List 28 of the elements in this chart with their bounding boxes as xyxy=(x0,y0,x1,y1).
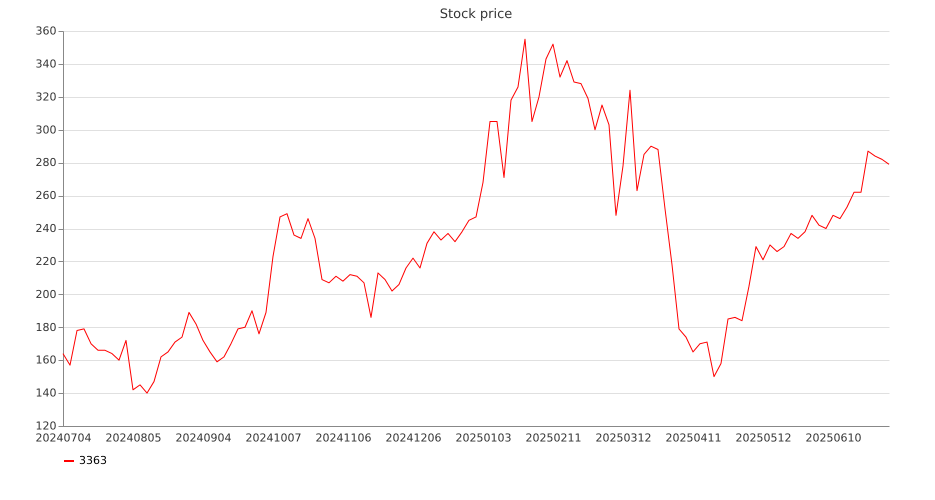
y-tick-label: 160 xyxy=(36,354,56,367)
x-tick-label: 20241007 xyxy=(246,432,302,444)
x-tick-label: 20241106 xyxy=(316,432,372,444)
x-tick-label: 20250103 xyxy=(456,432,512,444)
y-tick-label: 280 xyxy=(36,156,56,170)
x-tick-label: 20240704 xyxy=(36,432,92,444)
y-tick-label: 260 xyxy=(36,189,56,202)
x-tick-label: 20241206 xyxy=(386,432,442,444)
y-tick-label: 240 xyxy=(36,222,56,235)
y-tick-label: 320 xyxy=(36,90,56,104)
y-tick-label: 360 xyxy=(36,24,56,38)
legend-label: 3363 xyxy=(79,454,107,467)
y-tick-label: 140 xyxy=(36,386,56,400)
y-tick-label: 120 xyxy=(36,420,56,432)
x-tick-label: 20250312 xyxy=(596,432,652,444)
x-tick-label: 20250610 xyxy=(806,432,862,444)
line-series xyxy=(62,38,890,394)
y-tick-label: 180 xyxy=(36,320,56,334)
y-tick-label: 220 xyxy=(36,254,56,268)
x-tick-label: 20250512 xyxy=(736,432,792,444)
y-tick-label: 340 xyxy=(36,57,56,70)
chart-title: Stock price xyxy=(440,7,512,22)
x-tick-label: 20250211 xyxy=(526,432,582,444)
x-tick-label: 20240805 xyxy=(106,432,162,444)
y-tick-label: 300 xyxy=(36,123,56,136)
x-tick-label: 20250411 xyxy=(666,432,722,444)
y-tick-label: 200 xyxy=(36,288,56,301)
x-tick-label: 20240904 xyxy=(176,432,232,444)
